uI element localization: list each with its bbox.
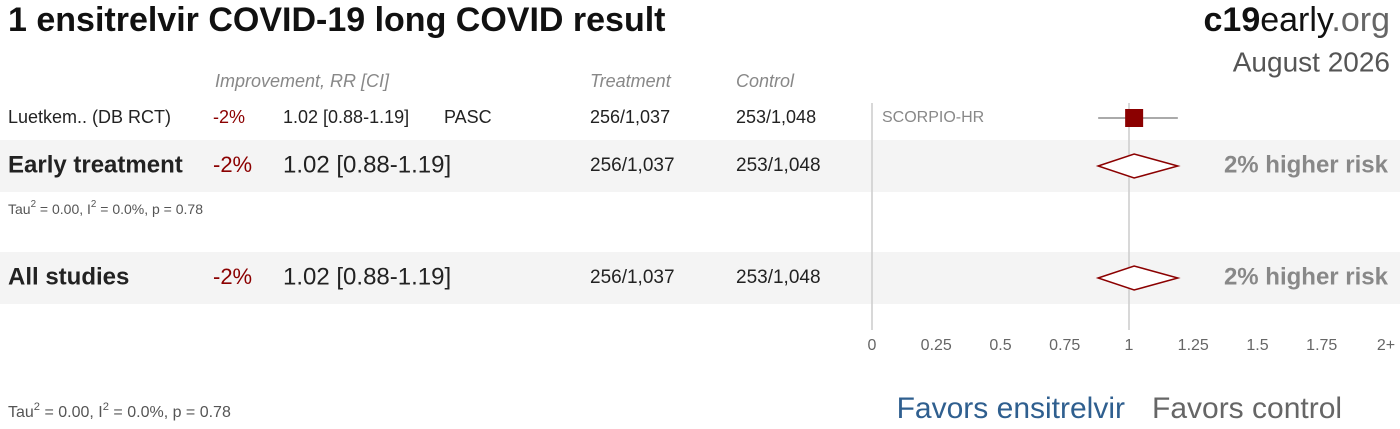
column-header: Treatment: [590, 71, 672, 91]
date: August 2026: [1233, 46, 1390, 77]
study-improvement: -2%: [213, 107, 245, 127]
x-tick-label: 2+: [1377, 337, 1395, 354]
group-control: 253/1,048: [736, 155, 821, 176]
summary-diamond: [1095, 153, 1181, 179]
study-control: 253/1,048: [736, 107, 816, 127]
x-tick-label: 1.75: [1306, 337, 1337, 354]
favors-label: Favors ensitrelvir: [897, 392, 1125, 425]
heterogeneity-part: Tau: [8, 404, 34, 421]
study-trial: SCORPIO-HR: [882, 109, 984, 126]
group-name: All studies: [8, 263, 129, 290]
study-outcome: PASC: [444, 107, 492, 127]
group-rr: 1.02 [0.88-1.19]: [283, 263, 451, 290]
heterogeneity-part: = 0.0%, p = 0.78: [109, 404, 231, 421]
group-rr: 1.02 [0.88-1.19]: [283, 151, 451, 178]
group-name: Early treatment: [8, 151, 183, 178]
heterogeneity-part: = 0.00, I: [40, 404, 103, 421]
summary-diamond: [1095, 265, 1181, 291]
effect-marker: [1125, 109, 1144, 127]
column-header: Control: [736, 71, 795, 91]
heterogeneity-part: 2: [34, 401, 40, 413]
x-tick-label: 0.75: [1049, 337, 1080, 354]
group-treatment: 256/1,037: [590, 267, 675, 288]
x-tick-label: 1.25: [1178, 337, 1209, 354]
brand: c19early.org: [1204, 1, 1391, 39]
heterogeneity-part: 2: [103, 401, 109, 413]
heterogeneity: Tau2 = 0.00, I2 = 0.0%, p = 0.78: [8, 199, 203, 217]
study-rr: 1.02 [0.88-1.19]: [283, 107, 409, 127]
group-band: [0, 140, 1400, 192]
x-tick-label: 0.25: [921, 337, 952, 354]
brand-part: .org: [1331, 1, 1390, 39]
x-tick-label: 0: [868, 337, 877, 354]
group-improvement: -2%: [213, 152, 252, 177]
heterogeneity-part: Tau: [8, 201, 31, 217]
group-effect: 2% higher risk: [1224, 151, 1389, 178]
group-treatment: 256/1,037: [590, 155, 675, 176]
x-tick-label: 1.5: [1246, 337, 1268, 354]
x-tick-label: 0.5: [989, 337, 1011, 354]
brand-part: c19: [1204, 1, 1261, 39]
study-treatment: 256/1,037: [590, 107, 670, 127]
x-tick-label: 1: [1125, 337, 1134, 354]
group-band: [0, 252, 1400, 304]
title: 1 ensitrelvir COVID-19 long COVID result: [8, 1, 666, 39]
favors-label: Favors control: [1152, 392, 1342, 425]
brand-part: early: [1260, 1, 1334, 39]
study-name: Luetkem.. (DB RCT): [8, 107, 171, 127]
column-header: Improvement, RR [CI]: [215, 71, 390, 91]
heterogeneity-part: 2: [91, 199, 96, 210]
group-improvement: -2%: [213, 264, 252, 289]
heterogeneity-part: 2: [31, 199, 36, 210]
heterogeneity-part: = 0.0%, p = 0.78: [96, 201, 203, 217]
heterogeneity: Tau2 = 0.00, I2 = 0.0%, p = 0.78: [8, 401, 231, 421]
group-effect: 2% higher risk: [1224, 263, 1389, 290]
group-control: 253/1,048: [736, 267, 821, 288]
heterogeneity-part: = 0.00, I: [36, 201, 91, 217]
